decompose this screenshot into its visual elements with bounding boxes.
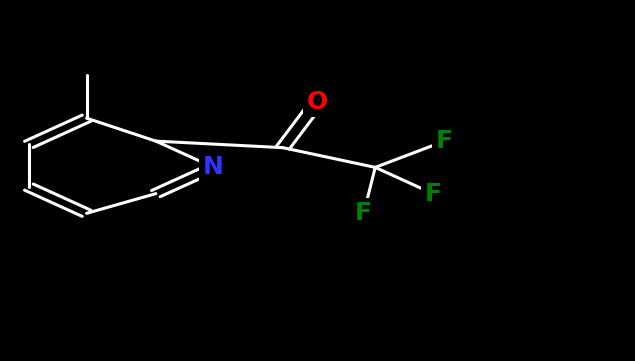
Text: F: F [424, 182, 441, 206]
Text: N: N [203, 155, 224, 179]
Text: F: F [355, 201, 372, 225]
Text: O: O [307, 90, 328, 114]
Text: F: F [436, 129, 453, 153]
